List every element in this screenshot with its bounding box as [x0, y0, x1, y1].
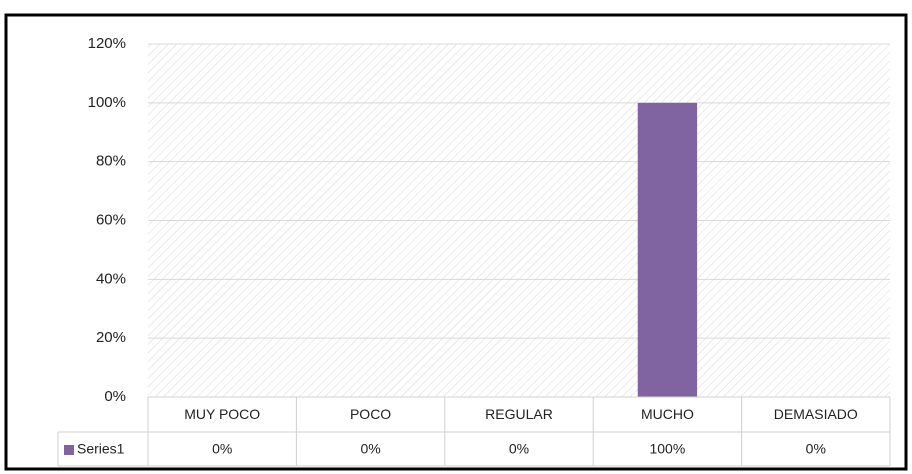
category-label: MUCHO: [641, 406, 694, 422]
legend-label: Series1: [77, 441, 125, 457]
y-tick-label: 20%: [96, 329, 126, 346]
data-label: 0%: [360, 441, 380, 457]
y-tick-label: 80%: [96, 153, 126, 170]
data-label: 0%: [806, 441, 826, 457]
y-tick-label: 120%: [88, 35, 126, 52]
legend-key: [64, 445, 74, 455]
category-label: POCO: [350, 406, 391, 422]
data-label: 0%: [509, 441, 529, 457]
y-tick-label: 40%: [96, 270, 126, 287]
y-tick-label: 60%: [96, 211, 126, 228]
y-tick-label: 100%: [88, 94, 126, 111]
data-label: 100%: [649, 441, 685, 457]
category-label: REGULAR: [485, 406, 553, 422]
category-label: MUY POCO: [184, 406, 260, 422]
category-label: DEMASIADO: [774, 406, 858, 422]
data-label: 0%: [212, 441, 232, 457]
y-tick-label: 0%: [104, 388, 126, 405]
bar: [637, 102, 698, 397]
